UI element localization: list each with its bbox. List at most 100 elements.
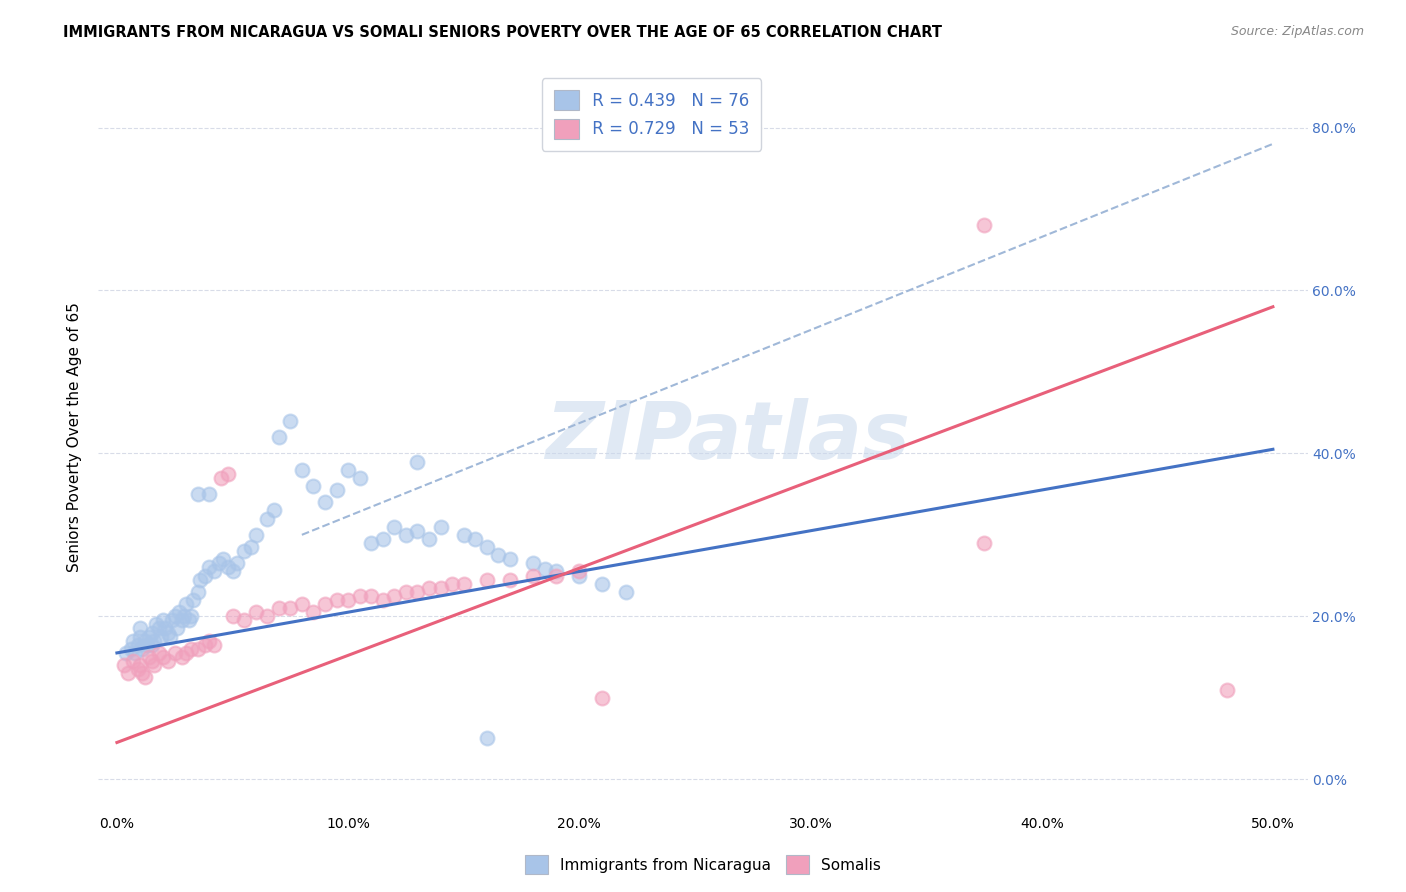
Point [240, 540, 263, 554]
Point [475, 731, 498, 746]
Point [163, 609, 186, 624]
Point [177, 613, 200, 627]
Point [122, 633, 145, 648]
Point [337, 593, 360, 607]
Point [181, 593, 204, 607]
Point [122, 654, 145, 668]
Point [395, 528, 418, 542]
Point [115, 646, 138, 660]
Point [138, 650, 160, 665]
Point [156, 654, 179, 668]
Point [522, 568, 544, 582]
Point [141, 654, 163, 668]
Point [429, 519, 451, 533]
Point [973, 536, 995, 550]
Point [170, 650, 193, 665]
Point [194, 568, 217, 582]
Point [194, 638, 217, 652]
Point [117, 666, 139, 681]
Point [202, 638, 225, 652]
Point [174, 646, 197, 660]
Point [256, 609, 278, 624]
Point [156, 625, 179, 640]
Point [124, 646, 146, 660]
Point [406, 454, 429, 468]
Point [131, 666, 153, 681]
Point [129, 622, 152, 636]
Text: ZIPatlas: ZIPatlas [544, 398, 910, 476]
Point [198, 487, 221, 501]
Point [163, 646, 186, 660]
Point [245, 605, 267, 619]
Point [371, 593, 394, 607]
Point [418, 532, 440, 546]
Point [221, 609, 243, 624]
Point [546, 565, 568, 579]
Point [291, 463, 314, 477]
Point [382, 589, 405, 603]
Point [314, 495, 336, 509]
Point [212, 552, 235, 566]
Point [141, 638, 163, 652]
Point [155, 622, 177, 636]
Point [188, 573, 211, 587]
Point [162, 613, 184, 627]
Point [152, 650, 174, 665]
Point [486, 548, 509, 562]
Point [187, 487, 209, 501]
Point [138, 630, 160, 644]
Point [568, 565, 591, 579]
Point [267, 601, 290, 615]
Text: Source: ZipAtlas.com: Source: ZipAtlas.com [1230, 25, 1364, 38]
Point [169, 605, 191, 619]
Point [406, 524, 429, 538]
Point [546, 568, 568, 582]
Point [349, 589, 371, 603]
Point [174, 597, 197, 611]
Point [382, 519, 405, 533]
Point [325, 483, 347, 497]
Point [291, 597, 314, 611]
Point [371, 532, 394, 546]
Text: IMMIGRANTS FROM NICARAGUA VS SOMALI SENIORS POVERTY OVER THE AGE OF 65 CORRELATI: IMMIGRANTS FROM NICARAGUA VS SOMALI SENI… [63, 25, 942, 40]
Point [180, 641, 202, 656]
Point [464, 532, 486, 546]
Point [973, 219, 995, 233]
Y-axis label: Seniors Poverty Over the Age of 65: Seniors Poverty Over the Age of 65 [67, 302, 83, 572]
Point [278, 414, 301, 428]
Point [198, 633, 221, 648]
Point [453, 576, 475, 591]
Point [145, 617, 167, 632]
Point [395, 584, 418, 599]
Point [129, 658, 152, 673]
Point [441, 576, 464, 591]
Point [148, 622, 170, 636]
Point [120, 641, 142, 656]
Point [360, 536, 382, 550]
Point [221, 565, 243, 579]
Point [112, 658, 135, 673]
Point [134, 633, 156, 648]
Point [141, 625, 163, 640]
Point [149, 630, 172, 644]
Point [187, 584, 209, 599]
Point [429, 581, 451, 595]
Point [1215, 682, 1237, 697]
Point [131, 641, 153, 656]
Point [325, 593, 347, 607]
Point [591, 690, 613, 705]
Point [198, 560, 221, 574]
Point [152, 613, 174, 627]
Point [568, 568, 591, 582]
Point [134, 670, 156, 684]
Point [302, 605, 325, 619]
Point [360, 589, 382, 603]
Point [245, 528, 267, 542]
Point [267, 430, 290, 444]
Point [217, 560, 239, 574]
Point [591, 576, 613, 591]
Point [209, 471, 232, 485]
Point [142, 633, 165, 648]
Point [475, 540, 498, 554]
Point [522, 557, 544, 571]
